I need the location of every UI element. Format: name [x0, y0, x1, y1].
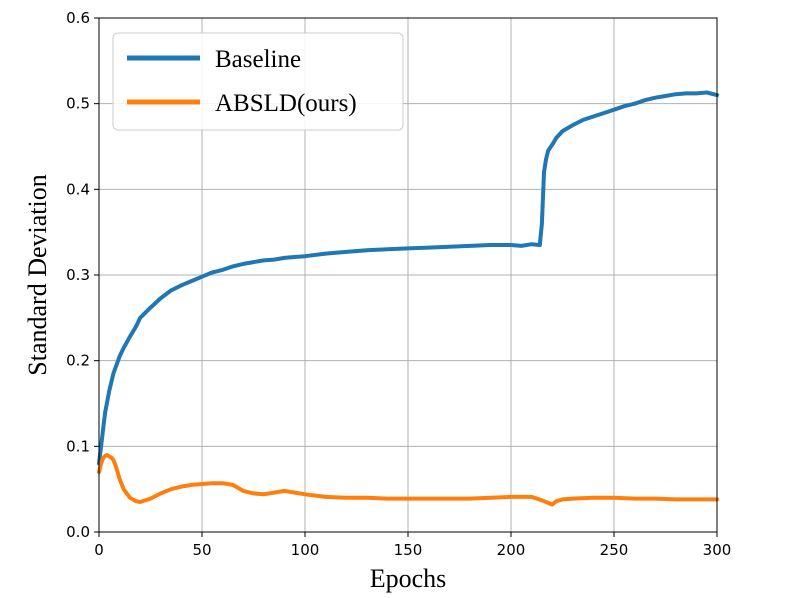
y-tick-label: 0.2 [66, 352, 90, 370]
series-line-absld [97, 452, 719, 507]
x-tick-label: 0 [94, 541, 104, 559]
x-tick-label: 150 [394, 541, 423, 559]
ticks: 0 50 100 150 200 250 300 0.0 0.1 0.2 0.3 0.4 0.5 0.6 [66, 9, 731, 559]
x-tick-label: 300 [703, 541, 732, 559]
x-tick-label: 250 [600, 541, 629, 559]
legend-label-absld: ABSLD(ours) [215, 90, 357, 117]
legend-label-baseline: Baseline [215, 46, 301, 73]
x-axis-title: Epochs [370, 564, 447, 593]
y-tick-label: 0.1 [66, 437, 90, 455]
y-tick-label: 0.3 [66, 266, 90, 284]
y-tick-label: 0.0 [66, 523, 90, 541]
series-lines [97, 90, 719, 507]
series-line-baseline [97, 90, 719, 466]
legend: Baseline ABSLD(ours) [112, 32, 404, 131]
y-tick-label: 0.5 [66, 95, 90, 113]
x-tick-label: 100 [291, 541, 320, 559]
x-tick-label: 200 [497, 541, 526, 559]
y-tick-label: 0.4 [66, 180, 90, 198]
x-tick-label: 50 [192, 541, 211, 559]
y-axis-title: Standard Deviation [23, 174, 52, 375]
y-tick-label: 0.6 [66, 9, 90, 27]
